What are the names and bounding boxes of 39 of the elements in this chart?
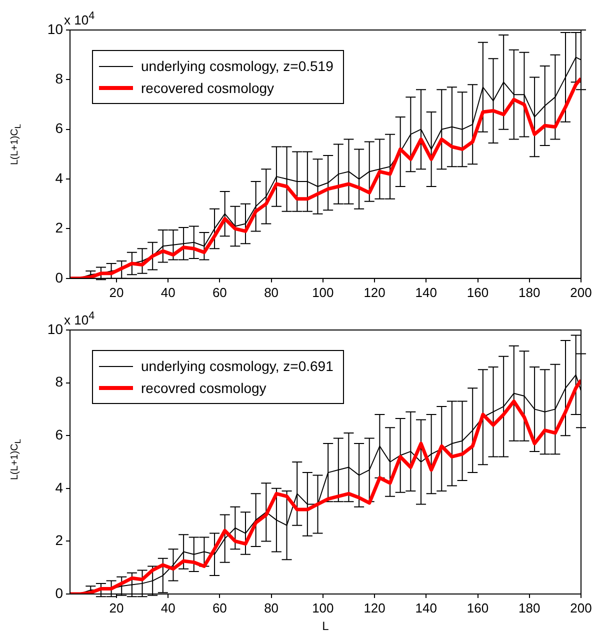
legend-label: recovered cosmology [141,80,274,96]
x-tick-label: 140 [415,600,438,616]
y-tick-label: 6 [55,120,64,136]
y-tick-label: 2 [55,220,64,236]
x-tick-label: 60 [212,284,227,300]
x-tick-label: 120 [364,600,386,616]
x-tick-label: 100 [312,600,334,616]
x-tick-label: 80 [264,284,279,300]
x-tick-label: 20 [109,284,124,300]
text: x 10$^{4}$ [64,310,95,328]
y-tick-label: 10 [47,320,64,337]
y-tick-label: 8 [55,374,64,390]
x-tick-label: 140 [415,284,438,300]
x-tick-label: 40 [160,284,176,300]
y-tick-label: 0 [55,584,64,601]
x-tick-label: 100 [312,284,334,300]
x-tick-label: 40 [160,600,176,616]
x-tick-label: 120 [364,284,386,300]
legend-label: underlying cosmology, z=0.519 [141,58,334,74]
x-tick-label: 80 [264,600,279,616]
x-tick-label: 200 [570,600,592,616]
y-tick-label: 6 [55,426,64,442]
y-tick-label: 4 [55,170,64,186]
x-tick-label: 160 [466,600,489,616]
legend-label: recovred cosmology [141,380,266,396]
x-axis-title: L [322,619,330,634]
text: x 10$^{4}$ [64,10,95,28]
x-tick-label: 20 [109,600,124,616]
x-tick-label: 200 [570,284,592,300]
y-tick-label: 8 [55,70,64,87]
legend-label: underlying cosmology, z=0.691 [141,358,334,374]
y-tick-label: 10 [47,20,64,37]
x-tick-label: 180 [518,600,540,616]
x-tick-label: 60 [212,600,227,616]
y-tick-label: 2 [55,532,64,548]
y-tick-label: 4 [55,479,64,496]
x-tick-label: 160 [466,284,489,300]
y-tick-label: 0 [55,269,64,286]
x-tick-label: 180 [518,284,540,300]
